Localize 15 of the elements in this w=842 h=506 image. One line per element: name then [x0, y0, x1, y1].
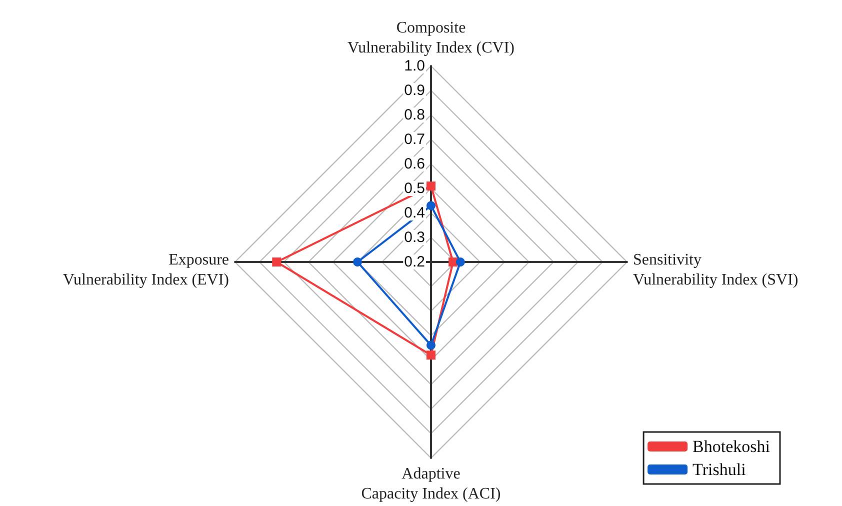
y-tick-label: 0.5 [404, 180, 425, 197]
y-tick-label: 0.2 [404, 254, 425, 270]
spoke-label: Exposure Vulnerability Index (EVI) [62, 252, 229, 288]
y-tick-label: 0.9 [404, 82, 425, 99]
legend-label: Bhotekoshi [692, 437, 770, 456]
y-tick-label: 0.7 [404, 131, 425, 148]
y-tick-label: 0.6 [404, 156, 425, 172]
y-tick-label: 0.3 [404, 229, 425, 246]
spoke-label: Adaptive Capacity Index (ACI) [361, 466, 501, 502]
y-tick-label: 0.4 [404, 204, 425, 222]
spoke-label: Sensitivity Vulnerability Index (SVI) [633, 252, 798, 288]
y-tick-label: 0.8 [404, 106, 425, 124]
spoke-label: Composite Vulnerability Index (CVI) [348, 20, 514, 56]
legend-label: Trishuli [692, 460, 746, 479]
y-tick-label: 1.0 [404, 58, 425, 74]
